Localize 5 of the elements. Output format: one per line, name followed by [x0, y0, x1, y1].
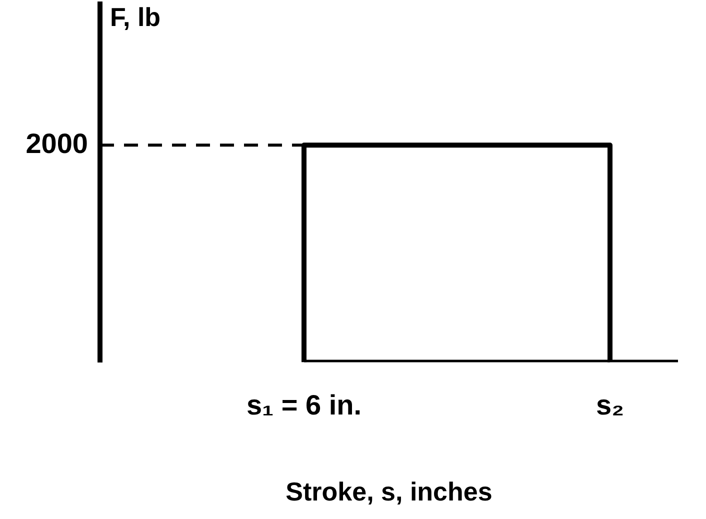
- x-tick-label: s₁ = 6 in.: [246, 390, 362, 421]
- y-axis-title: F, lb: [110, 2, 161, 32]
- x-axis-title: Stroke, s, inches: [286, 476, 492, 507]
- x-tick-label: s₂: [596, 390, 624, 421]
- annotation: 2000: [26, 128, 88, 159]
